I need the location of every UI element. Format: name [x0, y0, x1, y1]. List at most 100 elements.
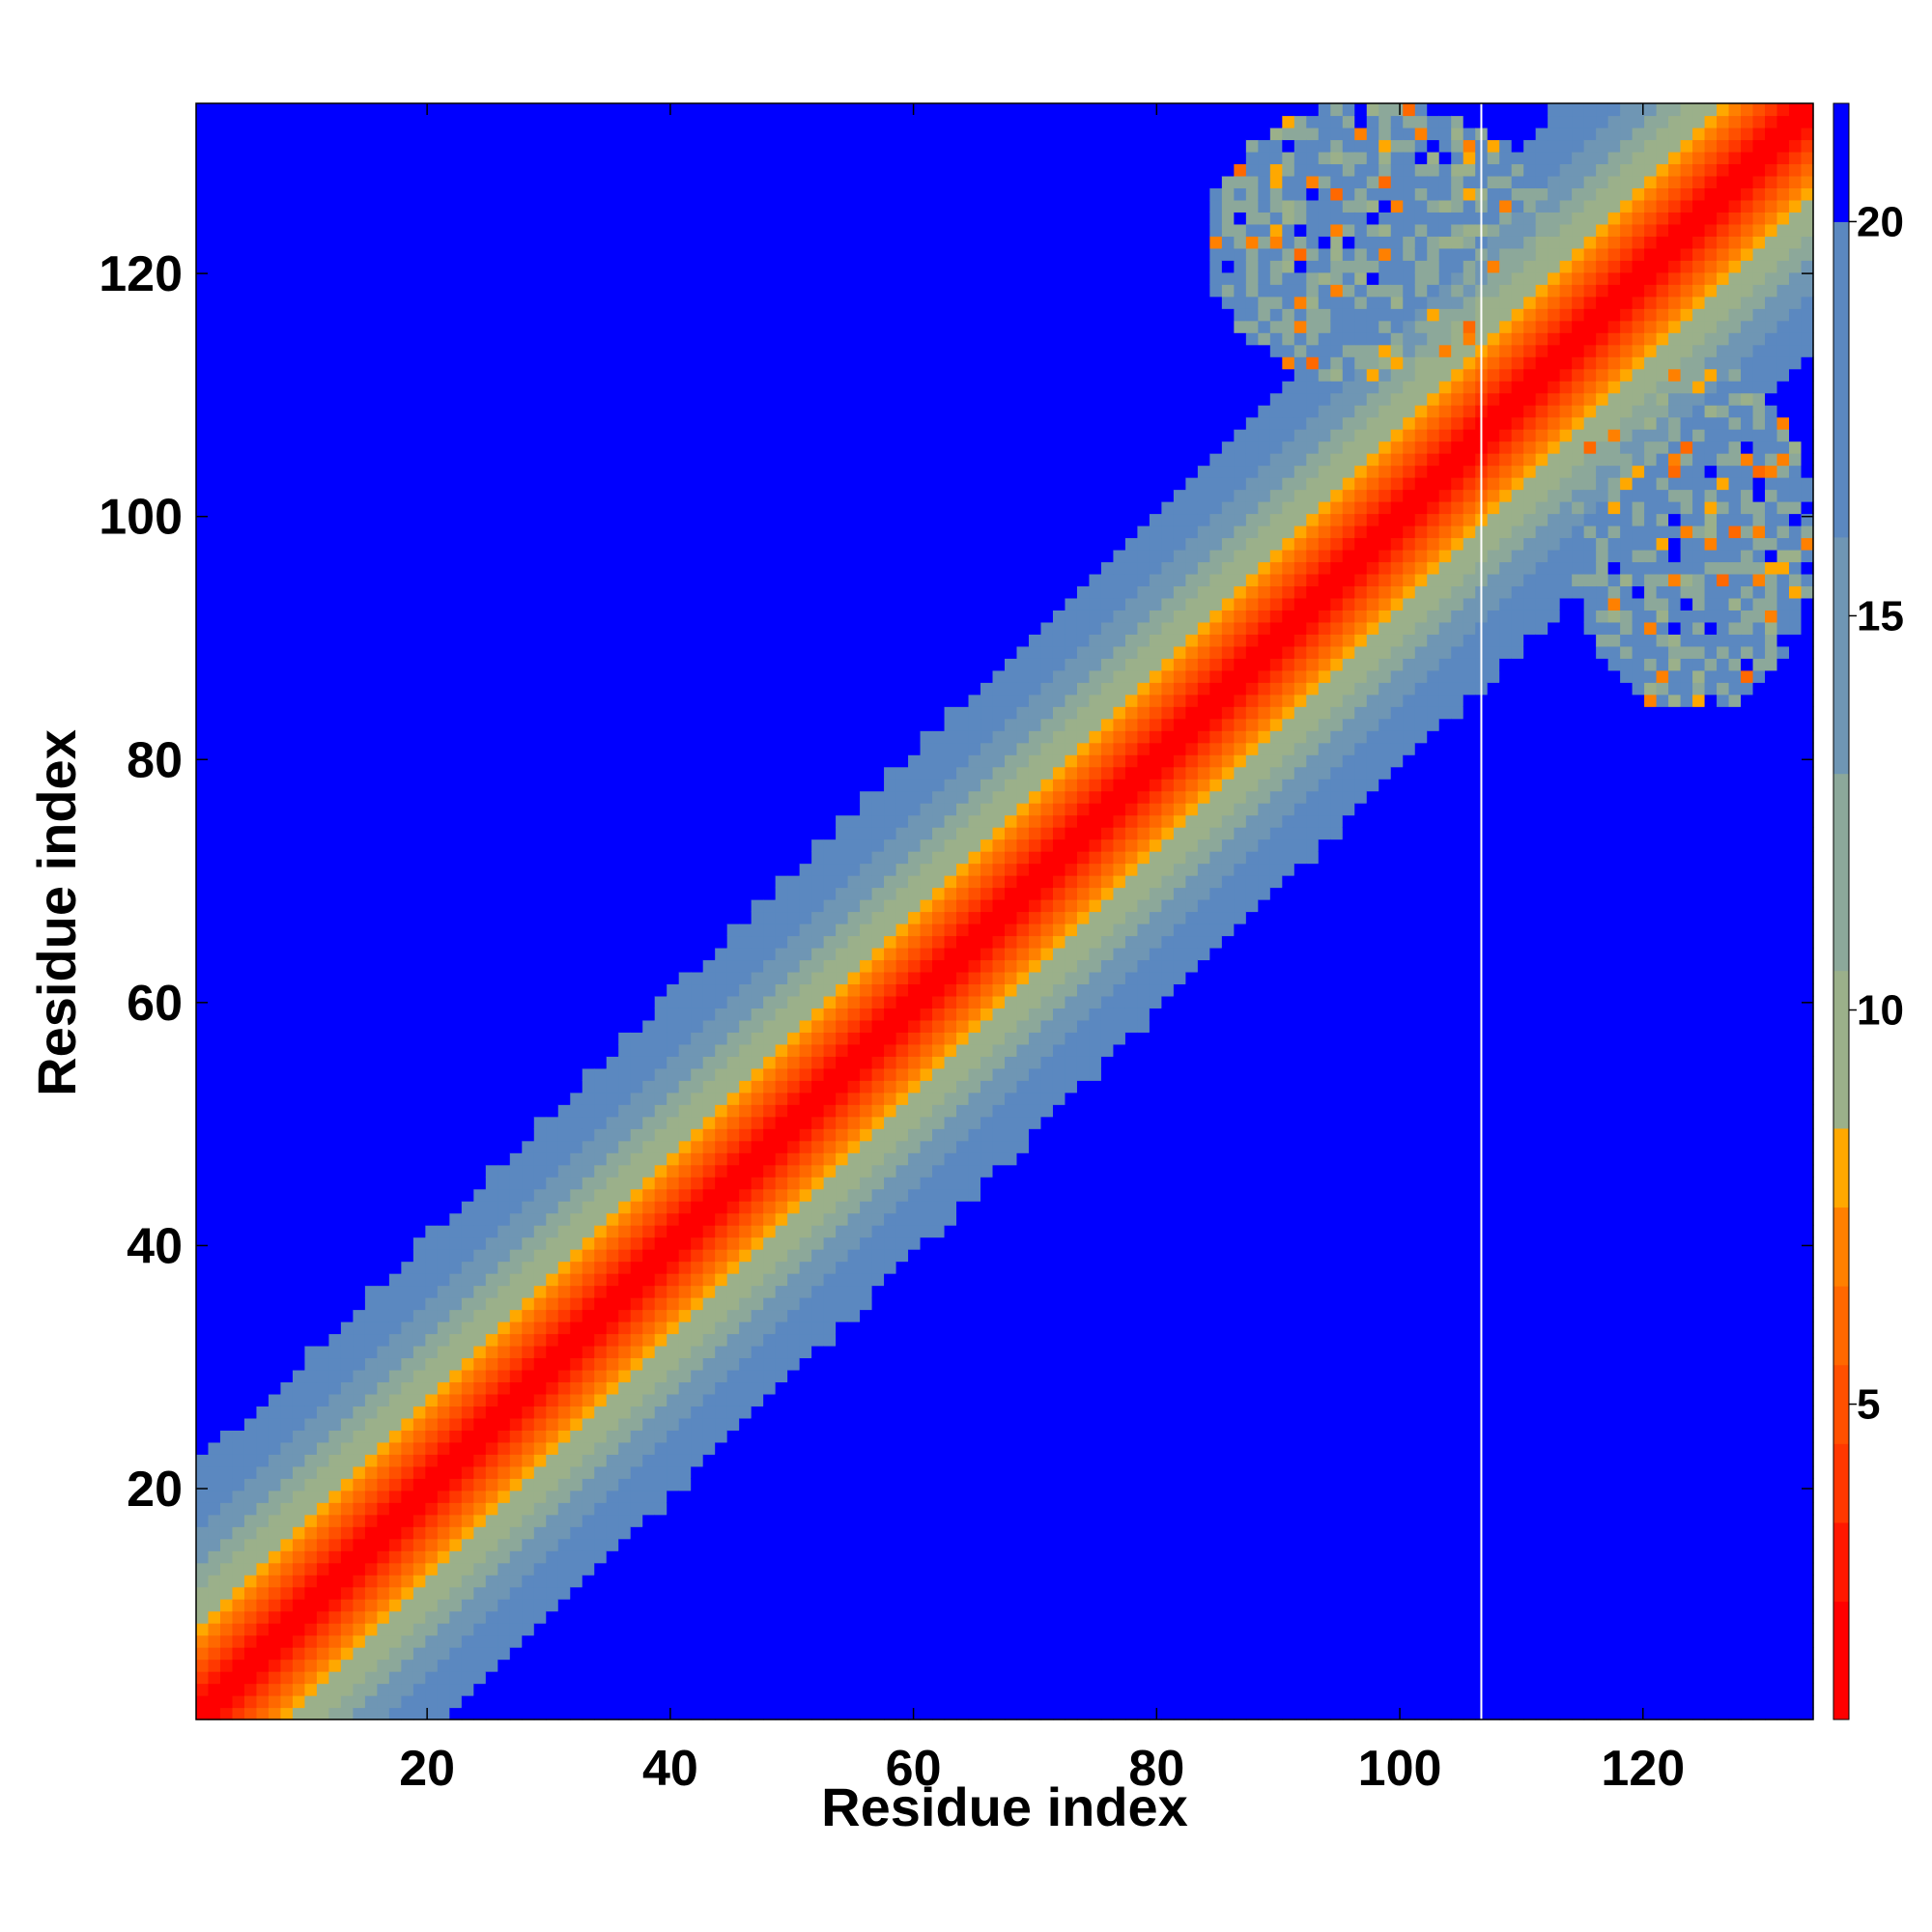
heatmap-cell	[630, 1285, 643, 1298]
heatmap-cell	[219, 1381, 234, 1395]
heatmap-cell	[485, 1647, 498, 1661]
heatmap-cell	[401, 1333, 414, 1347]
heatmap-cell	[292, 959, 306, 973]
heatmap-cell	[268, 1249, 282, 1263]
heatmap-cell	[243, 199, 258, 213]
heatmap-cell	[522, 1357, 535, 1371]
heatmap-cell	[196, 284, 210, 298]
heatmap-cell	[304, 1381, 318, 1395]
heatmap-cell	[449, 1032, 463, 1045]
heatmap-cell	[546, 585, 559, 599]
heatmap-cell	[630, 405, 643, 418]
heatmap-cell	[497, 1116, 511, 1129]
heatmap-cell	[364, 899, 378, 913]
heatmap-cell	[533, 429, 547, 442]
heatmap-cell	[630, 356, 643, 370]
heatmap-cell	[353, 1695, 366, 1709]
heatmap-cell	[509, 1092, 523, 1105]
heatmap-cell	[292, 706, 306, 720]
heatmap-cell	[232, 1526, 245, 1540]
heatmap-cell	[304, 1659, 318, 1672]
heatmap-cell	[630, 682, 643, 696]
heatmap-cell	[292, 730, 306, 744]
heatmap-cell	[582, 1273, 595, 1287]
heatmap-cell	[353, 525, 366, 539]
heatmap-cell	[256, 1393, 270, 1406]
heatmap-cell	[570, 838, 583, 852]
heatmap-cell	[497, 983, 511, 997]
heatmap-cell	[412, 344, 426, 357]
heatmap-cell	[196, 1465, 210, 1479]
heatmap-cell	[196, 983, 210, 997]
heatmap-cell	[232, 875, 245, 889]
heatmap-cell	[606, 260, 619, 273]
heatmap-cell	[570, 1562, 583, 1576]
heatmap-cell	[642, 1671, 656, 1685]
heatmap-cell	[485, 296, 498, 309]
heatmap-cell	[280, 212, 294, 225]
heatmap-cell	[630, 1393, 643, 1406]
heatmap-cell	[546, 1683, 559, 1696]
heatmap-cell	[268, 1261, 282, 1274]
heatmap-cell	[196, 1008, 210, 1021]
heatmap-cell	[219, 887, 234, 900]
heatmap-cell	[425, 320, 439, 333]
heatmap-cell	[280, 803, 294, 816]
heatmap-cell	[557, 959, 571, 973]
heatmap-cell	[546, 1273, 559, 1287]
heatmap-cell	[582, 175, 595, 188]
heatmap-cell	[292, 1225, 306, 1238]
heatmap-cell	[219, 790, 234, 804]
heatmap-cell	[256, 212, 270, 225]
heatmap-cell	[594, 1659, 608, 1672]
heatmap-cell	[232, 151, 245, 165]
heatmap-cell	[219, 1369, 234, 1383]
heatmap-cell	[268, 875, 282, 889]
heatmap-cell	[208, 1249, 221, 1263]
heatmap-cell	[473, 1309, 487, 1322]
heatmap-cell	[401, 1309, 414, 1322]
heatmap-cell	[208, 1008, 221, 1021]
heatmap-cell	[630, 1647, 643, 1661]
heatmap-cell	[509, 392, 523, 406]
heatmap-cell	[461, 1671, 474, 1685]
heatmap-cell	[557, 875, 571, 889]
heatmap-cell	[256, 1683, 270, 1696]
heatmap-cell	[582, 103, 595, 117]
heatmap-cell	[219, 1140, 234, 1153]
heatmap-cell	[449, 1249, 463, 1263]
heatmap-cell	[328, 416, 342, 430]
heatmap-cell	[401, 212, 414, 225]
heatmap-cell	[256, 1610, 270, 1624]
heatmap-cell	[219, 1538, 234, 1551]
heatmap-cell	[401, 694, 414, 707]
heatmap-cell	[219, 645, 234, 659]
heatmap-cell	[208, 212, 221, 225]
heatmap-cell	[304, 1201, 318, 1214]
heatmap-cell	[364, 1623, 378, 1636]
heatmap-cell	[570, 887, 583, 900]
heatmap-cell	[630, 1490, 643, 1503]
heatmap-cell	[570, 923, 583, 937]
heatmap-cell	[196, 381, 210, 394]
heatmap-cell	[630, 139, 643, 153]
heatmap-cell	[243, 525, 258, 539]
heatmap-cell	[461, 260, 474, 273]
heatmap-cell	[280, 1188, 294, 1202]
heatmap-cell	[485, 1406, 498, 1419]
heatmap-cell	[401, 501, 414, 515]
heatmap-cell	[401, 1177, 414, 1190]
heatmap-cell	[304, 1695, 318, 1709]
heatmap-cell	[256, 416, 270, 430]
heatmap-cell	[340, 597, 354, 611]
heatmap-cell	[425, 983, 439, 997]
heatmap-cell	[509, 1586, 523, 1600]
heatmap-cell	[353, 1201, 366, 1214]
heatmap-cell	[219, 223, 234, 237]
heatmap-cell	[196, 1393, 210, 1406]
heatmap-cell	[196, 1562, 210, 1576]
heatmap-cell	[594, 392, 608, 406]
heatmap-cell	[437, 947, 450, 961]
heatmap-cell	[437, 1430, 450, 1443]
heatmap-cell	[606, 1273, 619, 1287]
